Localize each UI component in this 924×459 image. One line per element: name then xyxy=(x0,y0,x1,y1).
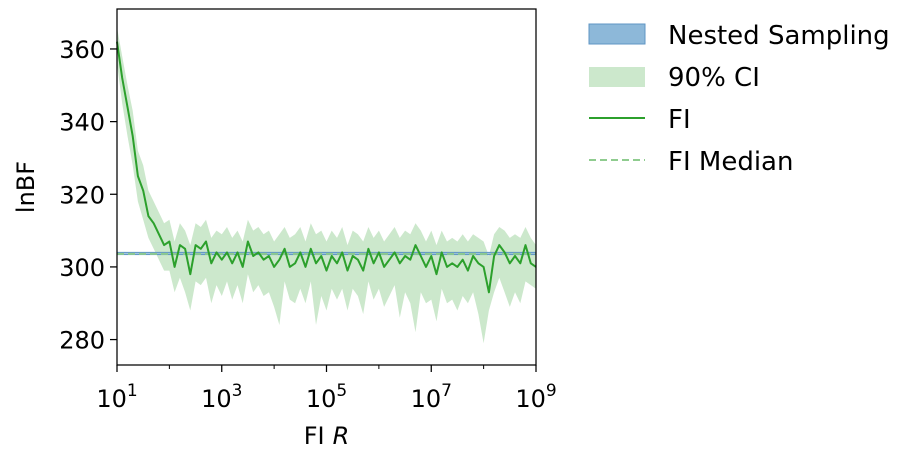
x-tick-label: 105 xyxy=(306,381,347,413)
legend-fi-median-label: FI Median xyxy=(668,147,793,177)
y-axis-label: lnBF xyxy=(12,161,40,213)
y-tick-label: 300 xyxy=(59,254,105,282)
axes-frame xyxy=(116,8,537,366)
legend-nested-sampling-swatch xyxy=(588,23,646,45)
y-tick-label: 280 xyxy=(59,327,105,355)
legend-nested-sampling-label: Nested Sampling xyxy=(668,21,890,51)
plot-area xyxy=(116,27,537,344)
legend: Nested Sampling 90% CI FI FI Median xyxy=(588,21,890,177)
y-tick-label: 320 xyxy=(59,181,105,209)
fi-line xyxy=(116,41,537,294)
legend-ci-swatch xyxy=(589,67,645,87)
x-axis-label: FI R xyxy=(304,422,350,450)
legend-ci-label: 90% CI xyxy=(668,63,760,93)
y-axis: 280 300 320 340 360 xyxy=(59,36,117,355)
x-axis-label-text: FI xyxy=(304,422,325,450)
fi-line-layer xyxy=(116,41,537,294)
legend-fi-label: FI xyxy=(668,105,691,135)
ci-band-layer xyxy=(117,27,536,344)
ci-band xyxy=(117,27,536,344)
x-tick-label: 103 xyxy=(201,381,242,413)
x-tick-label: 109 xyxy=(515,381,556,413)
y-tick-label: 360 xyxy=(59,36,105,64)
x-axis: 101 103 105 107 109 xyxy=(96,365,557,413)
x-tick-label: 101 xyxy=(96,381,137,413)
x-axis-label-italic: R xyxy=(333,422,350,450)
x-tick-label: 107 xyxy=(411,381,452,413)
y-tick-label: 340 xyxy=(59,109,105,137)
